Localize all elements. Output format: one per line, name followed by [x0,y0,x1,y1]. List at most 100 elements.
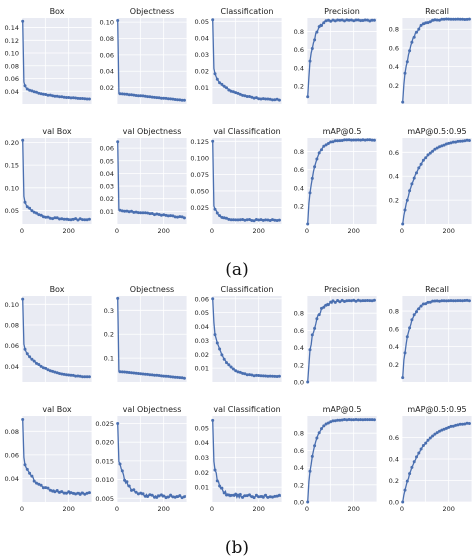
data-point [141,211,145,215]
data-point [231,367,235,371]
data-point [454,140,458,144]
data-point [336,139,340,143]
x-tick-label: 200 [442,227,454,235]
data-point [120,92,124,96]
chart-panel-a-9: mAP@0.5 0.2 0.4 0.6 0.8 0 200 [294,127,378,235]
chart-panel-a-2: Objectness 0.02 0.04 0.06 0.08 0.10 [100,7,188,104]
series-markers [116,422,186,500]
grid-lines [21,416,93,502]
chart-title: val Classification [213,127,280,136]
data-point [215,77,219,81]
data-point [71,491,75,495]
data-point [28,471,32,475]
data-point [234,492,238,496]
data-point [139,211,143,215]
data-point [363,299,367,303]
y-tick-label: 0.2 [294,82,304,90]
data-point [134,371,138,375]
data-point [123,209,127,213]
data-point [164,96,168,100]
data-point [268,219,272,222]
plot-area [212,416,282,502]
data-point [231,218,235,222]
data-point [44,93,48,96]
y-tick-label: 0.12 [5,37,19,45]
data-point [81,491,84,495]
data-point [347,138,351,142]
data-point [23,200,27,204]
chart-title: Precision [324,285,360,294]
data-point [83,218,87,222]
data-point [412,460,416,464]
data-point [69,96,73,100]
data-point [23,463,27,467]
data-point [257,495,261,499]
data-point [447,17,451,21]
chart-panel-b-10: mAP@0.5:0.95 0.0 0.2 0.4 0.6 0 200 [389,405,473,513]
data-point [440,144,444,148]
data-point [120,370,124,374]
data-point [143,211,147,215]
y-tick-label: 0.6 [389,434,399,442]
data-point [264,374,268,378]
y-tick-label: 0.04 [100,68,114,76]
data-point [415,171,418,175]
data-point [463,139,467,143]
x-tick-label: 200 [347,505,359,513]
data-point [123,370,127,374]
data-point [134,94,138,97]
data-point [225,86,228,90]
y-tick-label: 0.2 [389,361,399,369]
plot-area [212,18,282,104]
y-tick-label: 0.08 [100,35,114,43]
data-point [58,490,61,494]
data-point [417,166,421,170]
data-point [329,19,333,23]
data-point [166,374,170,378]
data-point [428,20,432,24]
data-point [231,493,235,497]
data-point [306,500,310,504]
data-point [35,481,38,485]
data-point [264,97,268,101]
data-point [225,216,228,220]
data-point [41,486,45,490]
data-point [250,95,254,99]
data-point [333,419,337,423]
data-point [261,374,265,378]
data-point [180,496,184,500]
data-point [67,96,71,99]
data-point [368,138,372,142]
data-point [48,216,52,220]
data-point [456,139,460,143]
data-point [356,18,360,22]
data-point [85,97,89,101]
data-point [141,492,145,496]
data-point [275,97,279,101]
data-point [30,357,34,361]
data-point [419,447,423,451]
plot-area [117,18,187,104]
data-point [465,421,469,425]
plot-area [212,138,282,224]
data-point [215,479,219,483]
y-tick-label: 0.4 [294,464,304,472]
data-point [412,176,416,180]
data-point [245,95,249,98]
data-point [259,97,263,101]
data-point [23,84,27,88]
chart-title: val Box [42,405,72,414]
data-point [64,217,68,221]
data-point [236,493,240,497]
data-point [182,495,186,499]
data-point [424,21,428,25]
data-point [322,21,326,25]
data-point [252,96,256,100]
data-point [132,210,136,214]
chart-panel-a-5: Recall 0.2 0.4 0.6 0.8 [389,7,473,104]
data-point [277,98,281,102]
data-point [171,97,175,101]
data-point [21,418,25,421]
data-point [213,207,217,211]
data-point [25,87,29,91]
